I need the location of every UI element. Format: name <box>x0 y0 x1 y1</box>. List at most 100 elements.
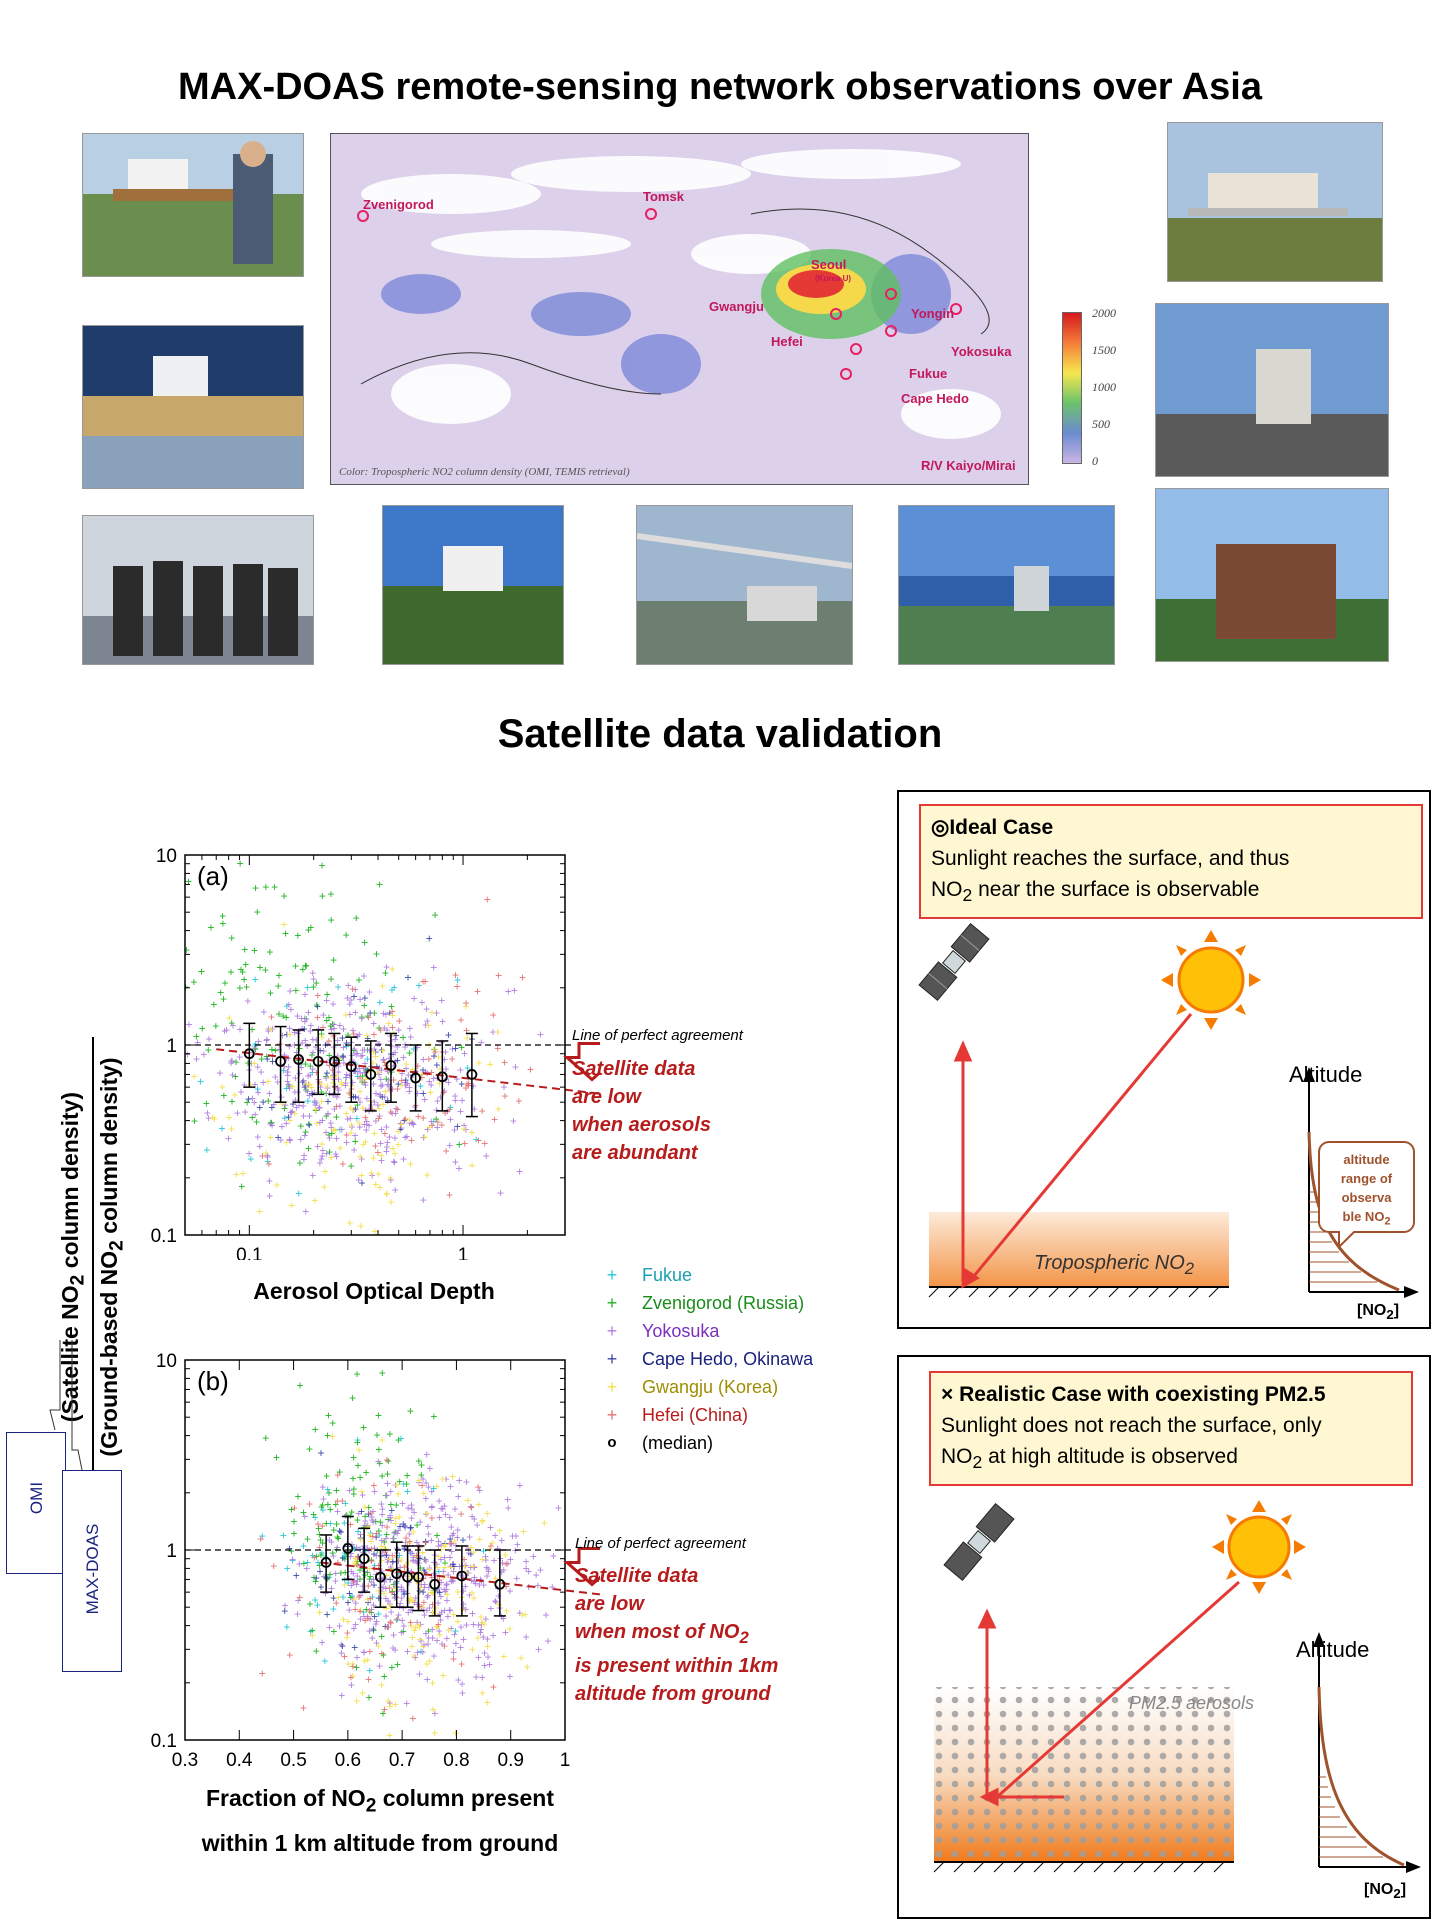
scatter-point: + <box>360 1605 367 1619</box>
scatter-point: + <box>330 1069 337 1083</box>
scatter-point: + <box>487 1058 494 1072</box>
chart-a-note: Satellite data are low when aerosols are… <box>572 1055 711 1167</box>
scatter-point: + <box>377 1023 384 1037</box>
scatter-point: + <box>318 1580 325 1594</box>
scatter-point: + <box>398 1553 405 1567</box>
scatter-point: + <box>428 1570 435 1584</box>
scatter-point: + <box>349 1657 356 1671</box>
scatter-point: + <box>228 1056 235 1070</box>
scatter-point: + <box>330 1523 337 1537</box>
scatter-point: + <box>343 1128 350 1142</box>
scatter-point: + <box>348 1678 355 1692</box>
scatter-point: + <box>349 1023 356 1037</box>
scatter-point: + <box>442 1062 449 1076</box>
scatter-point: + <box>328 972 335 986</box>
scatter-point: + <box>429 1605 436 1619</box>
scatter-point: + <box>447 1537 454 1551</box>
scatter-point: + <box>379 1433 386 1447</box>
scatter-point: + <box>324 1081 331 1095</box>
scatter-point: + <box>452 1041 459 1055</box>
scatter-point: + <box>331 1022 338 1036</box>
ideal-no2-axis-label: [NO2] <box>1357 1302 1400 1323</box>
scatter-point: + <box>439 1502 446 1516</box>
scatter-point: + <box>325 1034 332 1048</box>
scatter-point: + <box>265 1094 272 1108</box>
scatter-point: + <box>429 1586 436 1600</box>
scatter-point: + <box>426 1654 433 1668</box>
scatter-point: + <box>326 1145 333 1159</box>
scatter-point: + <box>401 1585 408 1599</box>
map-label-yongin: Yongin <box>911 306 955 321</box>
scatter-point: + <box>381 1056 388 1070</box>
scatter-point: + <box>465 1079 472 1093</box>
scatter-point: + <box>430 1566 437 1580</box>
scatter-point: + <box>430 1409 437 1423</box>
scatter-point: + <box>309 1045 316 1059</box>
scatter-point: + <box>286 1648 293 1662</box>
scatter-point: + <box>395 1487 402 1501</box>
scatter-point: + <box>452 968 459 982</box>
scatter-point: + <box>470 1591 477 1605</box>
scatter-point: + <box>522 1607 529 1621</box>
scatter-point: + <box>482 1550 489 1564</box>
scatter-point: + <box>321 1654 328 1668</box>
scatter-point: + <box>479 1686 486 1700</box>
scatter-point: + <box>425 1480 432 1494</box>
chart-b-note-line: are low <box>575 1593 644 1615</box>
scatter-point: + <box>371 1541 378 1555</box>
scatter-point: + <box>324 1498 331 1512</box>
scatter-point: + <box>460 1533 467 1547</box>
scatter-point: + <box>416 1583 423 1597</box>
scatter-point: + <box>281 840 288 842</box>
scatter-point: + <box>477 1572 484 1586</box>
legend-label: Cape Hedo, Okinawa <box>642 1349 814 1369</box>
realistic-altitude-label: Altitude <box>1296 1637 1370 1662</box>
scatter-point: + <box>313 998 320 1012</box>
scatter-point: + <box>449 1469 456 1483</box>
scatter-point: + <box>364 1052 371 1066</box>
scatter-point: + <box>414 1087 421 1101</box>
scatter-point: + <box>317 1533 324 1547</box>
scatter-point: + <box>496 1524 503 1538</box>
scatter-point: + <box>288 1105 295 1119</box>
scatter-point: + <box>392 1698 399 1712</box>
scatter-point: + <box>353 1694 360 1708</box>
scatter-point: + <box>336 1099 343 1113</box>
median-point <box>466 1069 478 1080</box>
scatter-point: + <box>381 1541 388 1555</box>
scatter-point: + <box>383 1488 390 1502</box>
scatter-point: + <box>406 1084 413 1098</box>
realistic-case-panel: × Realistic Case with coexisting PM2.5 S… <box>897 1355 1431 1919</box>
scatter-point: + <box>263 1049 270 1063</box>
scatter-point: + <box>422 1535 429 1549</box>
scatter-point: + <box>353 1557 360 1571</box>
scatter-point: + <box>463 1023 470 1037</box>
scatter-point: + <box>338 1123 345 1137</box>
scatter-point: + <box>439 1014 446 1028</box>
scatter-point: + <box>403 1477 410 1491</box>
scatter-point: + <box>471 1512 478 1526</box>
scatter-point: + <box>281 1059 288 1073</box>
scatter-point: + <box>387 1572 394 1586</box>
main-title: MAX-DOAS remote-sensing network observat… <box>178 66 1262 108</box>
scatter-point: + <box>312 1040 319 1054</box>
scatter-point: + <box>372 1514 379 1528</box>
scatter-point: + <box>388 1605 395 1619</box>
scatter-point: + <box>288 1502 295 1516</box>
scatter-point: + <box>329 1076 336 1090</box>
scatter-point: + <box>449 1042 456 1056</box>
scatter-point: + <box>368 1554 375 1568</box>
scatter-point: + <box>445 1623 452 1637</box>
scatter-point: + <box>327 1116 334 1130</box>
scatter-point: + <box>438 1538 445 1552</box>
scatter-point: + <box>465 1546 472 1560</box>
scatter-point: + <box>420 1472 427 1486</box>
scatter-point: + <box>342 1076 349 1090</box>
scatter-point: + <box>191 1069 198 1083</box>
scatter-point: + <box>437 1090 444 1104</box>
scatter-point: + <box>312 1593 319 1607</box>
scatter-point: + <box>461 1118 468 1132</box>
scatter-point: + <box>368 1542 375 1556</box>
scatter-point: + <box>286 1021 293 1035</box>
scatter-point: + <box>414 1617 421 1631</box>
